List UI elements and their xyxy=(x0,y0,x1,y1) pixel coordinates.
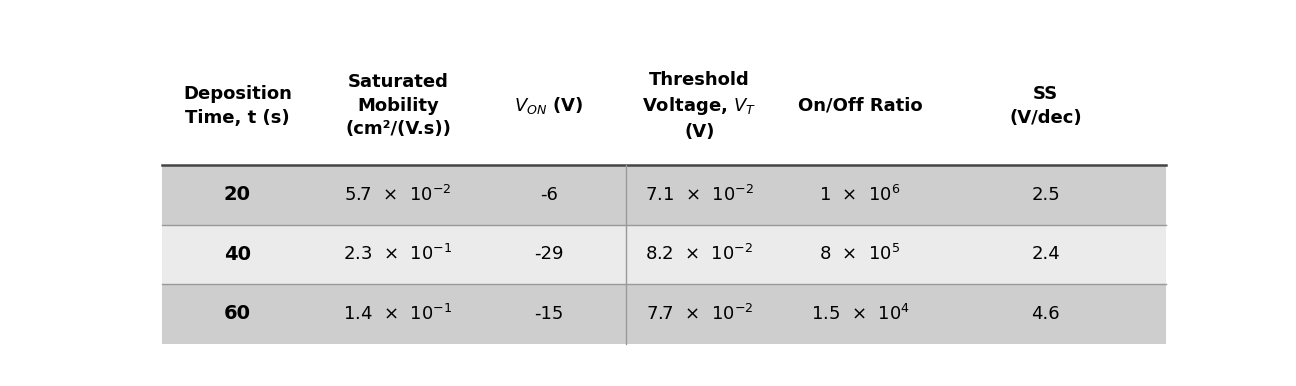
Bar xyxy=(162,165,1166,225)
Text: -29: -29 xyxy=(534,245,564,263)
Text: On/Off Ratio: On/Off Ratio xyxy=(798,97,923,115)
Text: 4.6: 4.6 xyxy=(1032,305,1060,323)
Text: 1  ×  10$^{6}$: 1 × 10$^{6}$ xyxy=(819,185,901,205)
Text: Threshold
Voltage, $V_T$
(V): Threshold Voltage, $V_T$ (V) xyxy=(643,71,757,141)
Text: Deposition
Time, t (s): Deposition Time, t (s) xyxy=(183,85,292,127)
Text: 7.1  ×  10$^{-2}$: 7.1 × 10$^{-2}$ xyxy=(645,185,754,205)
Bar xyxy=(162,284,1166,344)
Text: -6: -6 xyxy=(539,186,557,204)
Text: 2.5: 2.5 xyxy=(1032,186,1060,204)
Text: 1.4  ×  10$^{-1}$: 1.4 × 10$^{-1}$ xyxy=(343,304,452,324)
Text: 1.5  ×  10$^{4}$: 1.5 × 10$^{4}$ xyxy=(810,304,910,324)
Text: SS
(V/dec): SS (V/dec) xyxy=(1010,85,1082,127)
Text: 8.2  ×  10$^{-2}$: 8.2 × 10$^{-2}$ xyxy=(645,244,753,264)
Text: 20: 20 xyxy=(224,185,251,205)
Text: 2.4: 2.4 xyxy=(1032,245,1060,263)
Text: 8  ×  10$^{5}$: 8 × 10$^{5}$ xyxy=(819,244,901,264)
Text: 5.7  ×  10$^{-2}$: 5.7 × 10$^{-2}$ xyxy=(345,185,452,205)
Text: -15: -15 xyxy=(534,305,564,323)
Text: 40: 40 xyxy=(224,245,251,264)
Bar xyxy=(162,225,1166,284)
Text: 2.3  ×  10$^{-1}$: 2.3 × 10$^{-1}$ xyxy=(343,244,452,264)
Text: 7.7  ×  10$^{-2}$: 7.7 × 10$^{-2}$ xyxy=(645,304,753,324)
Text: Saturated
Mobility
(cm²/(V.s)): Saturated Mobility (cm²/(V.s)) xyxy=(345,73,451,138)
Text: $V_{ON}$ (V): $V_{ON}$ (V) xyxy=(515,95,583,116)
Text: 60: 60 xyxy=(224,304,251,323)
